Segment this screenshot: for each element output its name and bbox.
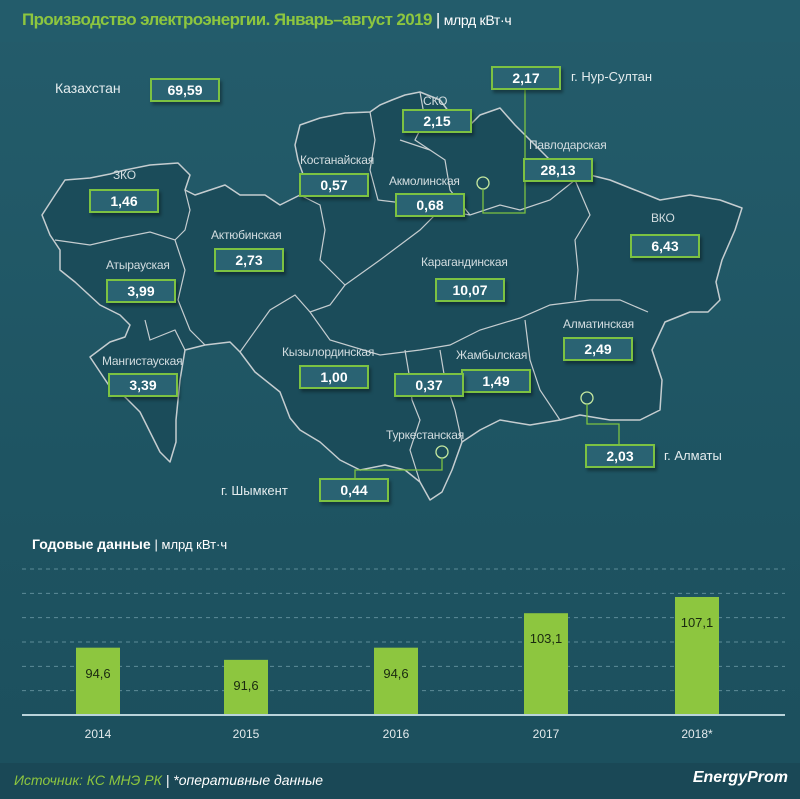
x-tick-label: 2018* — [681, 727, 713, 741]
x-tick-label: 2015 — [232, 727, 260, 741]
region-label-sko: СКО — [423, 94, 448, 108]
region-value-akmola: 0,68 — [395, 193, 465, 217]
x-tick-label: 2017 — [532, 727, 560, 741]
title-unit: млрд кВт·ч — [443, 12, 512, 28]
region-label-kyzylorda: Кызылординская — [282, 345, 375, 359]
bar-value-label: 107,1 — [680, 614, 714, 630]
bar-2016 — [374, 647, 418, 715]
bar-value-label: 103,1 — [529, 631, 563, 647]
total-label: Казахстан — [55, 80, 121, 96]
footnote: *оперативные данные — [173, 772, 324, 788]
energyprom-logo: EnergyProm — [692, 769, 788, 786]
city-value-almaty: 2,03 — [585, 444, 655, 468]
title-text: Производство электроэнергии. Январь–авгу… — [22, 10, 432, 29]
region-value-aktobe: 2,73 — [214, 248, 284, 272]
region-value-pavlodar: 28,13 — [523, 158, 593, 182]
chart-title-sep: | — [154, 537, 162, 552]
chart-title-text: Годовые данные — [32, 536, 151, 552]
x-tick-label: 2014 — [84, 727, 112, 741]
city-label-almaty: г. Алматы — [664, 448, 722, 463]
region-label-aktobe: Актюбинская — [211, 228, 282, 242]
region-label-almaty-region: Алматинская — [563, 317, 634, 331]
city-value-nur-sultan: 2,17 — [491, 66, 561, 90]
region-label-mangistau: Мангистауская — [102, 354, 183, 368]
region-value-turkestan: 0,37 — [394, 373, 464, 397]
region-value-mangistau: 3,39 — [108, 373, 178, 397]
city-label-shymkent: г. Шымкент — [221, 483, 288, 498]
footer: Источник: КС МНЭ РК | *оперативные данны… — [0, 763, 800, 799]
x-tick-label: 2016 — [382, 727, 410, 741]
region-value-zko: 1,46 — [89, 189, 159, 213]
region-value-almaty-region: 2,49 — [563, 337, 633, 361]
chart-title: Годовые данные | млрд кВт·ч — [32, 536, 227, 552]
region-label-vko: ВКО — [651, 211, 675, 225]
total-value: 69,59 — [150, 78, 220, 102]
region-label-zhambyl: Жамбылская — [456, 348, 528, 362]
bar-value-label: 94,6 — [85, 665, 111, 681]
region-value-kostanay: 0,57 — [299, 173, 369, 197]
city-markers — [354, 88, 620, 478]
city-label-nur-sultan: г. Нур-Султан — [571, 69, 653, 84]
region-borders — [54, 91, 649, 483]
source-text: Источник: КС МНЭ РК — [14, 772, 162, 788]
region-label-karaganda: Карагандинская — [421, 255, 508, 269]
region-value-atyrau: 3,99 — [106, 279, 176, 303]
region-label-turkestan: Туркестанская — [386, 428, 465, 442]
footer-sep: | — [161, 772, 174, 788]
bar-2017 — [524, 613, 568, 715]
kazakhstan-map — [41, 88, 743, 501]
chart-unit: млрд кВт·ч — [161, 537, 228, 552]
region-label-atyrau: Атырауская — [106, 258, 170, 272]
header-band — [0, 0, 800, 42]
region-value-zhambyl: 1,49 — [461, 369, 531, 393]
region-value-kyzylorda: 1,00 — [299, 365, 369, 389]
region-value-sko: 2,15 — [402, 109, 472, 133]
bar-2014 — [76, 647, 120, 715]
title-separator: | — [435, 10, 440, 29]
region-label-akmola: Акмолинская — [389, 174, 460, 188]
region-label-zko: ЗКО — [113, 168, 136, 182]
page-title: Производство электроэнергии. Январь–авгу… — [22, 10, 512, 30]
region-value-vko: 6,43 — [630, 234, 700, 258]
city-value-shymkent: 0,44 — [319, 478, 389, 502]
region-label-kostanay: Костанайская — [300, 153, 374, 167]
region-value-karaganda: 10,07 — [435, 278, 505, 302]
source: Источник: КС МНЭ РК | *оперативные данны… — [14, 772, 323, 788]
region-label-pavlodar: Павлодарская — [529, 138, 607, 152]
bar-value-label: 94,6 — [383, 665, 409, 681]
bar-value-label: 91,6 — [233, 677, 259, 693]
